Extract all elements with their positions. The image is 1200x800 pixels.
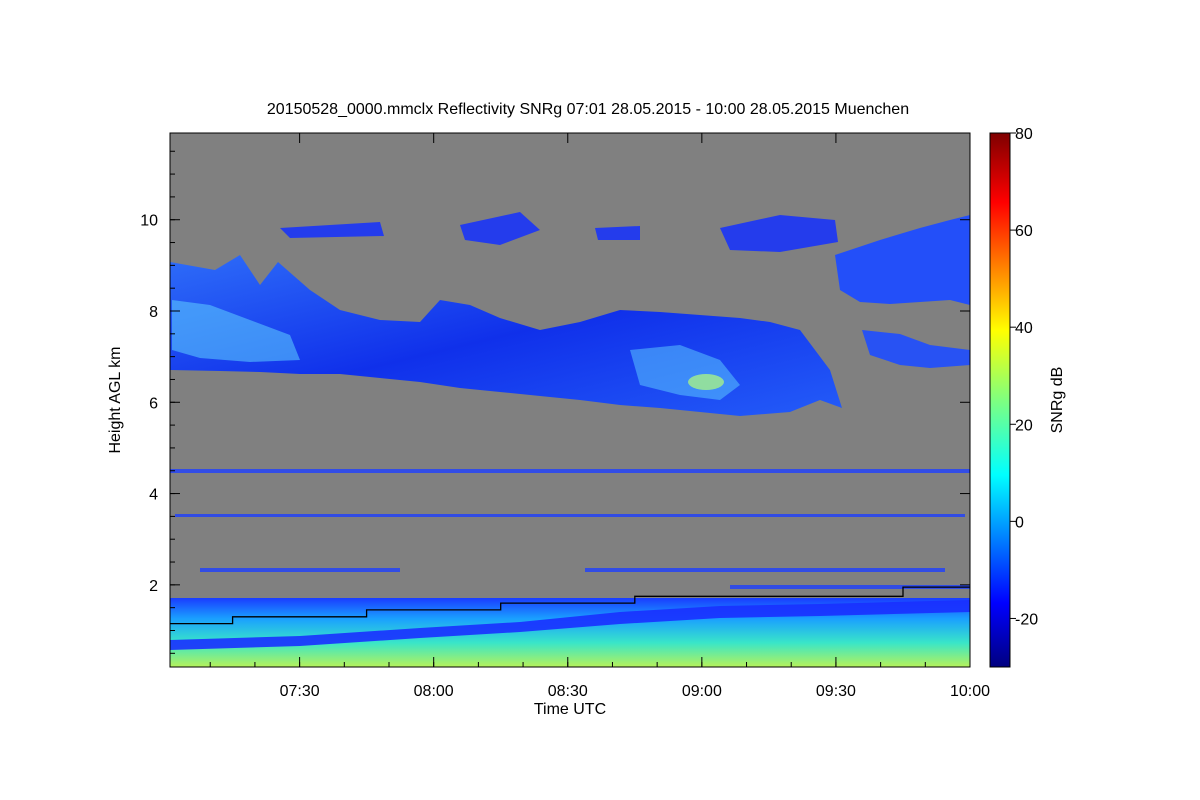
y-tick-label-3: 8 [149, 304, 158, 321]
x-tick-label-3: 09:00 [682, 683, 722, 700]
x-tick-label-1: 08:00 [414, 683, 454, 700]
plot-frame [169, 132, 971, 668]
upper-cloud-core-3 [688, 374, 724, 390]
boundary-layer-top [170, 600, 970, 650]
x-tick-label-5: 10:00 [950, 683, 990, 700]
cb-tick-label-5: 80 [1015, 126, 1033, 143]
cb-tick-label-0: -20 [1015, 611, 1038, 628]
clutter-lines [170, 469, 970, 589]
cb-tick-label-2: 20 [1015, 417, 1033, 434]
colorbar [989, 132, 1011, 668]
high-cirrus-patches [280, 212, 838, 252]
cirrus-east [835, 215, 970, 305]
x-tick-label-4: 09:30 [816, 683, 856, 700]
x-tick-label-2: 08:30 [548, 683, 588, 700]
y-axis: 2 4 6 8 10 [140, 150, 970, 654]
y-axis-label: Height AGL km [107, 346, 124, 453]
x-axis-label: Time UTC [534, 701, 606, 718]
colorbar-label: SNRg dB [1049, 367, 1066, 434]
plot-data [170, 212, 970, 667]
y-tick-label-1: 4 [149, 487, 158, 504]
y-tick-label-4: 10 [140, 213, 158, 230]
cb-tick-label-4: 60 [1015, 223, 1033, 240]
boundary-layer-line [170, 586, 970, 625]
chart-title: 20150528_0000.mmclx Reflectivity SNRg 07… [267, 101, 909, 118]
mid-cloud-patch [862, 330, 970, 368]
y-tick-label-0: 2 [149, 578, 158, 595]
cb-tick-label-3: 40 [1015, 320, 1033, 337]
x-axis: 07:30 08:00 08:30 09:00 09:30 10:00 [209, 133, 990, 700]
cb-tick-label-1: 0 [1015, 514, 1024, 531]
y-tick-label-2: 6 [149, 395, 158, 412]
upper-cloud-core [172, 300, 300, 362]
x-tick-label-0: 07:30 [280, 683, 320, 700]
colorbar-ticks: -20 0 20 40 60 80 [1010, 126, 1038, 628]
